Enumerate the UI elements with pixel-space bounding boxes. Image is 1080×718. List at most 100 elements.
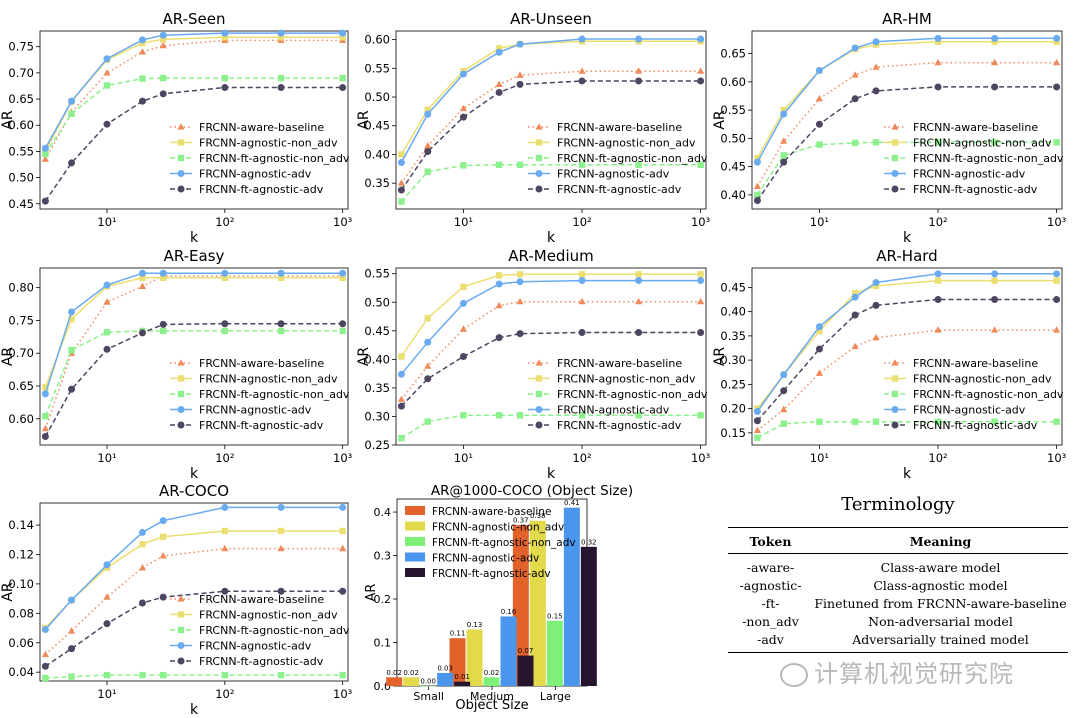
data-point bbox=[578, 77, 586, 85]
data-point bbox=[780, 106, 787, 114]
data-point bbox=[872, 87, 880, 95]
y-tick-label: 0.40 bbox=[720, 188, 746, 202]
y-tick-label: 0.4 bbox=[374, 506, 392, 519]
data-point bbox=[221, 587, 229, 595]
watermark-text: 计算机视觉研究院 bbox=[814, 660, 1014, 688]
data-point bbox=[177, 390, 185, 398]
bar bbox=[529, 520, 546, 686]
y-tick-label: 0.70 bbox=[8, 66, 34, 80]
data-point bbox=[177, 154, 185, 162]
bar bbox=[563, 507, 580, 686]
data-point bbox=[816, 141, 823, 148]
y-axis-label: AR bbox=[0, 582, 16, 602]
legend-label: FRCNN-ft-agnostic-adv bbox=[557, 183, 682, 196]
chart-title: AR-Hard bbox=[876, 247, 937, 265]
data-point bbox=[891, 406, 899, 413]
x-axis-label: k bbox=[547, 230, 556, 246]
data-point bbox=[177, 359, 185, 366]
data-point bbox=[459, 353, 467, 360]
legend-label: FRCNN-agnostic-adv bbox=[199, 404, 312, 417]
legend-label: FRCNN-ft-agnostic-non_adv bbox=[557, 388, 708, 401]
line-chart-0: AR-Seen k AR 0.45 0.50 0.55 0.60 0.65 0.70 0.75 10… bbox=[0, 10, 353, 246]
legend-swatch bbox=[405, 521, 425, 531]
series-0 bbox=[753, 58, 1061, 189]
legend-label: FRCNN-agnostic-non_adv bbox=[557, 373, 696, 386]
y-tick-label: 0.55 bbox=[364, 61, 390, 75]
series-3 bbox=[753, 270, 1061, 416]
line-chart-6: AR-COCO k AR 0.04 0.06 0.08 0.10 0.12 0.14 10¹ 10²… bbox=[0, 482, 353, 718]
series-line bbox=[400, 331, 701, 407]
legend-label: FRCNN-agnostic-adv bbox=[432, 553, 539, 565]
legend-label: FRCNN-agnostic-non_adv bbox=[199, 137, 338, 150]
legend-label: FRCNN-aware-baseline bbox=[557, 121, 682, 134]
data-point bbox=[495, 88, 503, 96]
y-tick-label: 0.12 bbox=[8, 547, 34, 561]
data-point bbox=[139, 75, 146, 82]
data-point bbox=[424, 148, 432, 156]
data-point bbox=[177, 375, 185, 382]
y-tick-label: 0.25 bbox=[364, 438, 390, 452]
bar bbox=[500, 616, 517, 686]
data-point bbox=[277, 34, 285, 41]
y-tick-label: 0.75 bbox=[8, 313, 34, 327]
data-point bbox=[578, 412, 586, 419]
legend-label: FRCNN-ft-agnostic-adv bbox=[913, 419, 1038, 432]
x-axis-label: k bbox=[190, 702, 199, 718]
data-point bbox=[1053, 83, 1061, 91]
bar bbox=[517, 655, 534, 686]
meaning-header: Meaning bbox=[813, 527, 1068, 554]
data-point bbox=[424, 362, 432, 369]
y-axis-label: AR bbox=[0, 347, 16, 367]
data-point bbox=[934, 83, 942, 91]
series-line bbox=[44, 272, 343, 395]
data-point bbox=[339, 320, 347, 328]
y-tick-label: 0.3 bbox=[374, 550, 392, 563]
data-point bbox=[42, 674, 49, 682]
data-point bbox=[635, 297, 643, 305]
data-point bbox=[495, 48, 503, 56]
data-point bbox=[460, 283, 467, 291]
data-point bbox=[277, 29, 285, 37]
y-tick-label: 0.35 bbox=[720, 329, 746, 343]
data-point bbox=[780, 387, 788, 395]
x-tick-label: 10³ bbox=[1047, 451, 1067, 465]
data-point bbox=[103, 561, 111, 569]
series-line bbox=[400, 70, 701, 184]
bar-value-label: 0.02 bbox=[386, 669, 402, 677]
bar bbox=[437, 672, 454, 686]
legend-label: FRCNN-ft-agnostic-adv bbox=[199, 655, 324, 668]
data-point bbox=[516, 71, 524, 78]
meaning-cell: Non-adversarial model bbox=[868, 614, 1013, 629]
data-point bbox=[578, 35, 586, 43]
data-point bbox=[42, 384, 49, 391]
data-point bbox=[277, 503, 285, 511]
data-point bbox=[934, 58, 942, 66]
data-point bbox=[221, 269, 229, 277]
data-point bbox=[41, 424, 49, 432]
data-point bbox=[221, 544, 229, 552]
bar-value-label: 0.37 bbox=[513, 517, 529, 525]
legend: FRCNN-aware-baseline FRCNN-agnostic-non_a… bbox=[884, 121, 1064, 196]
y-tick-label: 0.50 bbox=[720, 131, 746, 145]
series-line bbox=[44, 277, 343, 388]
data-point bbox=[635, 271, 642, 278]
data-point bbox=[159, 517, 167, 525]
data-point bbox=[872, 139, 880, 146]
series-4 bbox=[753, 296, 1061, 425]
data-point bbox=[753, 182, 762, 189]
series-line bbox=[756, 298, 1057, 422]
bar-chart: AR@1000-COCO (Object Size)Object SizeAR0… bbox=[364, 483, 633, 713]
legend-label: FRCNN-ft-agnostic-non_adv bbox=[432, 537, 576, 549]
bar bbox=[449, 638, 466, 686]
legend-label: FRCNN-agnostic-non_adv bbox=[913, 137, 1052, 150]
data-point bbox=[535, 421, 543, 429]
data-point bbox=[535, 185, 543, 193]
data-point bbox=[1053, 139, 1060, 146]
data-point bbox=[816, 418, 823, 425]
data-point bbox=[397, 370, 405, 378]
data-point bbox=[991, 418, 998, 425]
data-point bbox=[103, 82, 111, 89]
y-tick-label: 0.65 bbox=[8, 92, 34, 106]
series-line bbox=[400, 164, 701, 202]
data-point bbox=[991, 83, 999, 91]
